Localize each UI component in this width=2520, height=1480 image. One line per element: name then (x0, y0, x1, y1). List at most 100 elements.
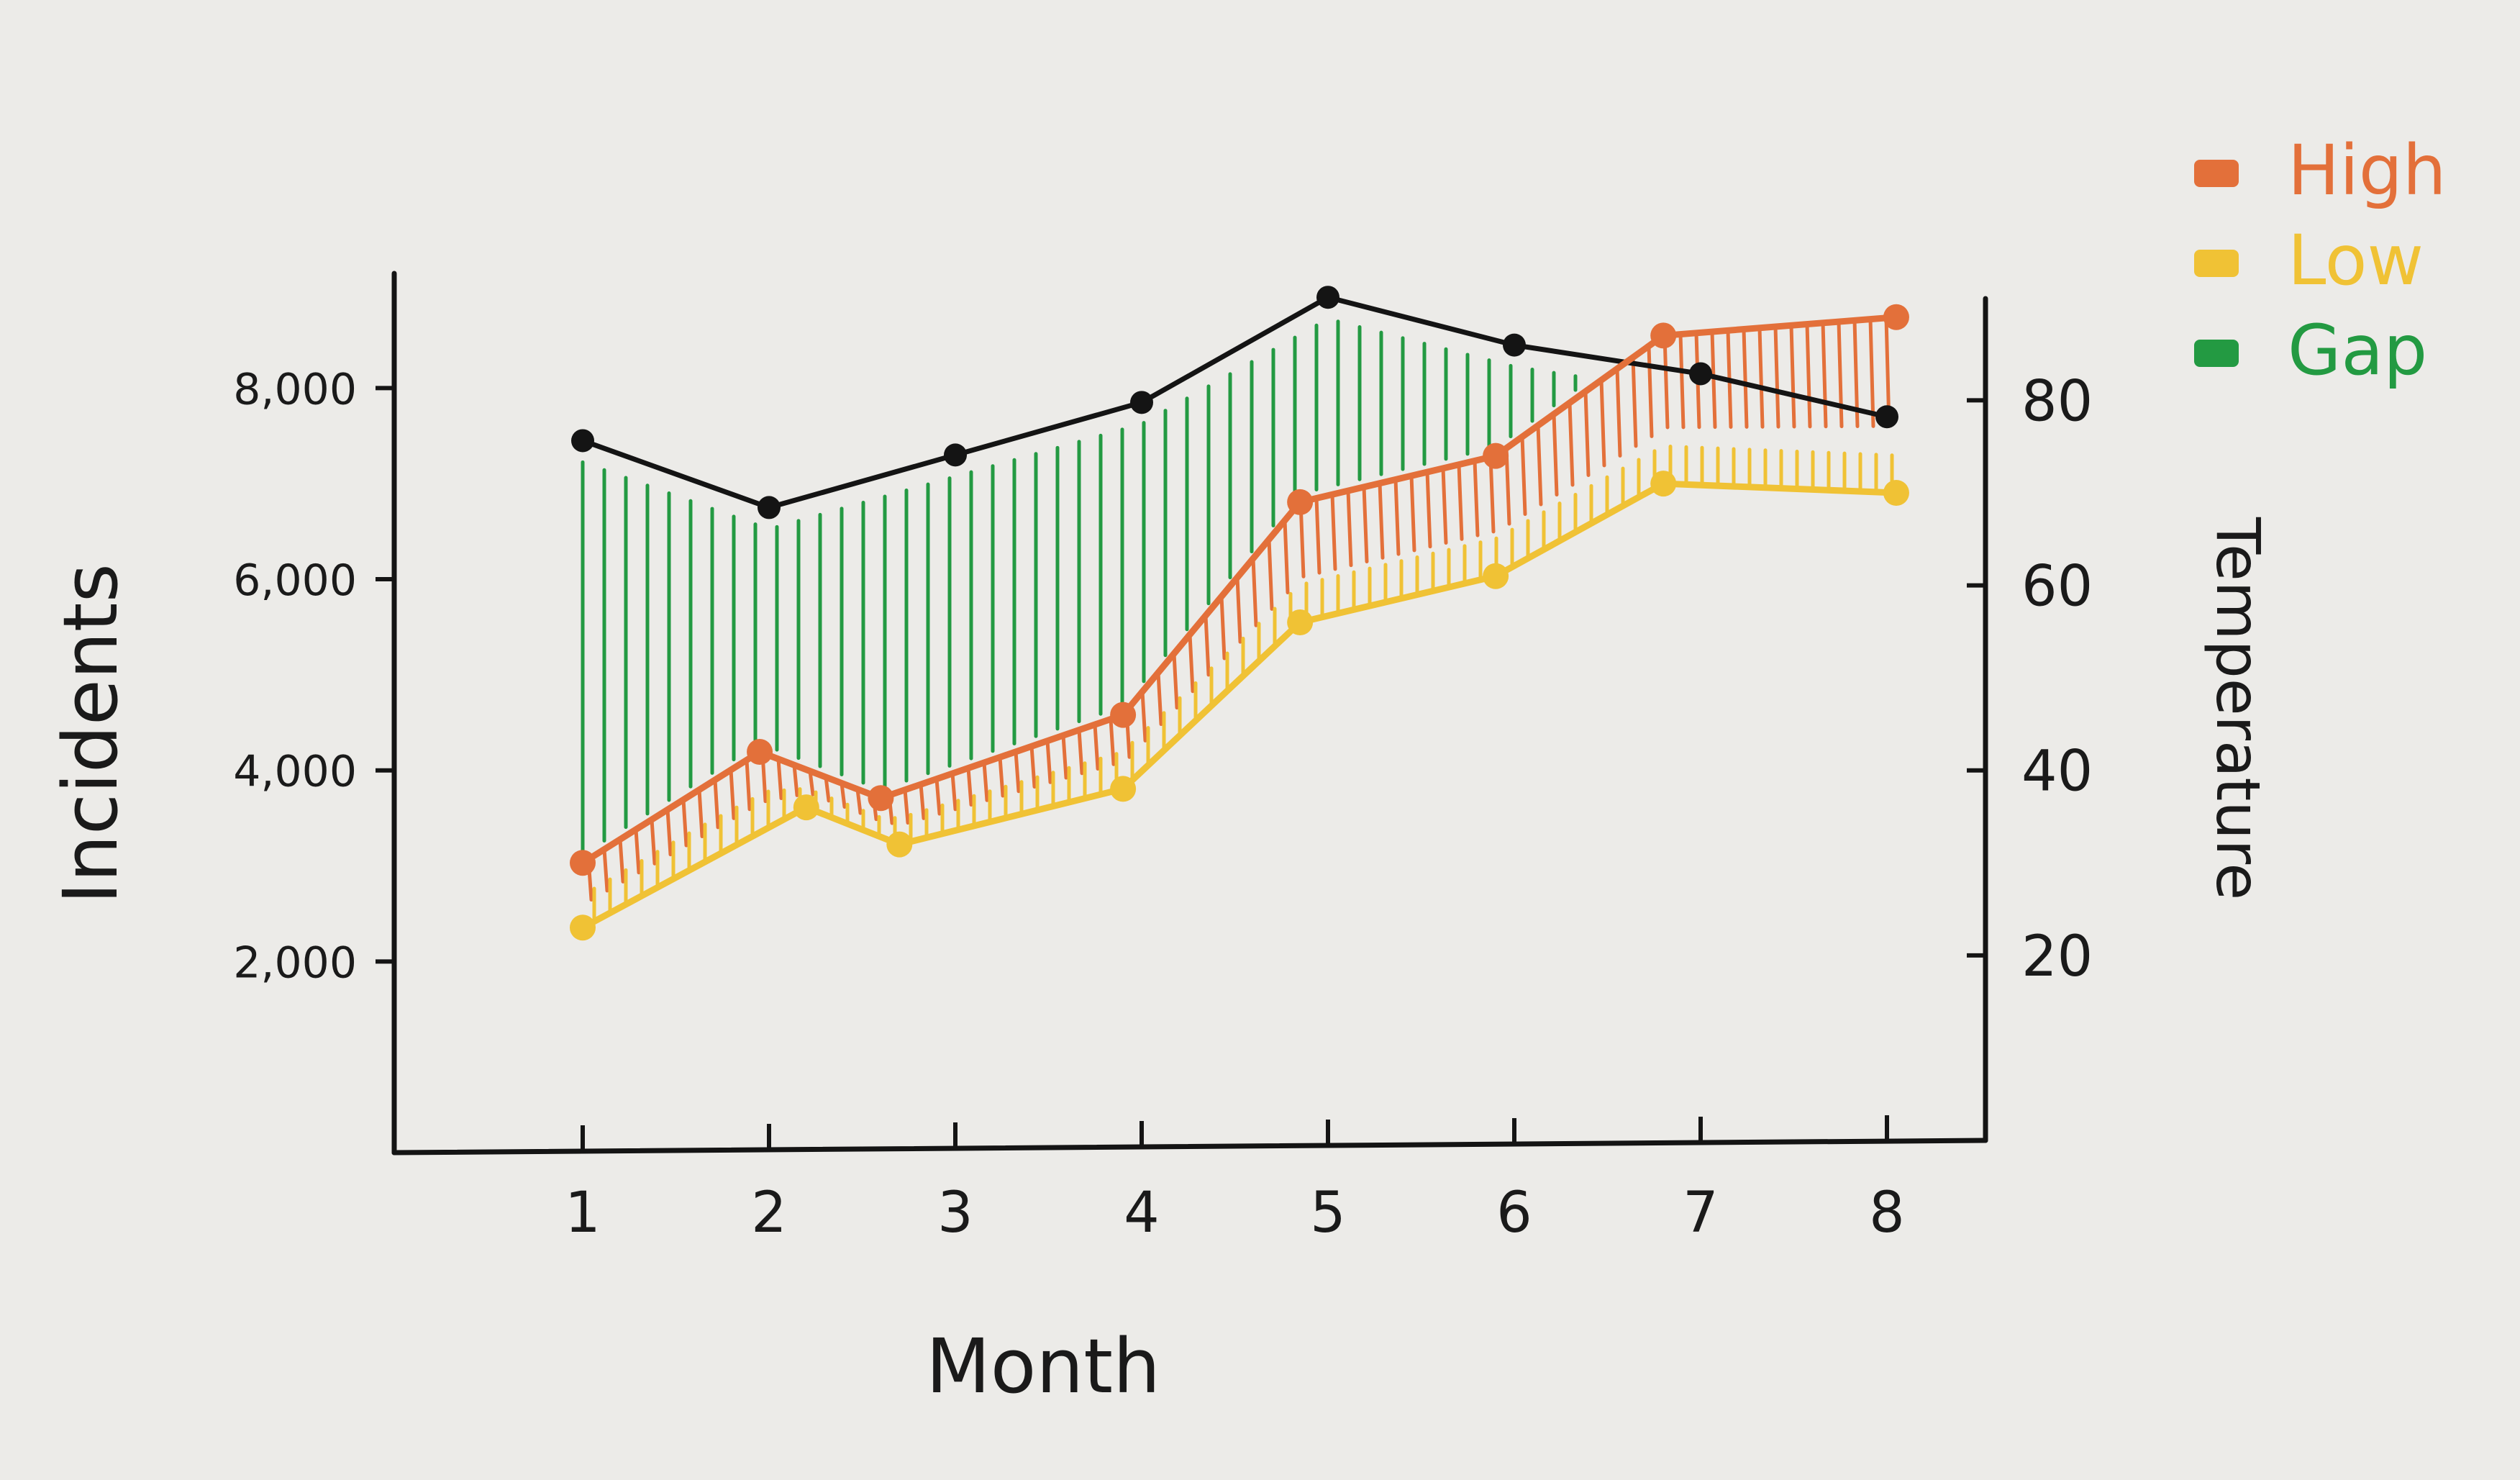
x-tick-label: 6 (1496, 1181, 1532, 1245)
high-hatch-stroke (1488, 455, 1496, 534)
high-hatch-stroke (919, 782, 926, 820)
high-hatch-stroke (1362, 485, 1369, 563)
series-line-low (579, 480, 1900, 931)
y-left-tick-label: 8,000 (233, 364, 357, 414)
x-axis-title: Month (926, 1322, 1160, 1410)
high-hatch-stroke (1710, 330, 1717, 430)
high-hatch-stroke (1330, 492, 1337, 571)
high-hatch-stroke (1536, 423, 1543, 507)
x-tick-label: 5 (1310, 1181, 1346, 1245)
legend-swatch-low (2194, 250, 2239, 277)
y-left-tick-label: 4,000 (233, 747, 357, 797)
data-point-incidents (571, 429, 594, 453)
data-point-low (1110, 776, 1137, 802)
y-axis-left-title: Incidents (47, 563, 135, 904)
legend-swatch-gap (2194, 340, 2239, 367)
high-hatch-stroke (1742, 327, 1749, 429)
high-hatch-stroke (1631, 355, 1638, 448)
high-hatch-stroke (665, 807, 673, 857)
high-hatch-stroke (1061, 733, 1068, 780)
high-hatch-stroke (1014, 750, 1021, 794)
high-hatch-stroke (1473, 458, 1480, 537)
data-point-incidents (1130, 391, 1153, 414)
axis-ticks: 2,000 4,000 6,000 8,000 20 40 60 80 1 2 3 4 5 6 7 8 (233, 364, 2093, 1245)
x-tick-label: 7 (1683, 1181, 1719, 1245)
high-hatch-stroke (934, 777, 942, 816)
high-hatch-stroke (1409, 473, 1416, 553)
data-point-low (1650, 471, 1677, 497)
high-hatch-stroke (618, 837, 625, 884)
data-point-high (868, 785, 894, 812)
high-hatch-stroke (824, 775, 831, 803)
high-hatch-stroke (1552, 412, 1559, 496)
high-hatch-stroke (1219, 594, 1227, 660)
high-hatch-stroke (1140, 689, 1147, 743)
high-hatch-stroke (1188, 632, 1195, 694)
y-right-tick-label: 80 (2021, 369, 2093, 434)
high-hatch-stroke (903, 788, 910, 825)
series-lines (579, 294, 1900, 931)
x-tick-label: 8 (1869, 1181, 1905, 1245)
series-points (570, 286, 1909, 941)
data-point-low (570, 914, 596, 941)
high-hatch-stroke (1789, 323, 1796, 429)
hatch-fills (581, 316, 1894, 924)
high-hatch-stroke (1647, 344, 1654, 438)
high-hatch-stroke (1314, 496, 1322, 575)
high-hatch-stroke (1204, 613, 1211, 677)
high-hatch-stroke (634, 827, 641, 875)
high-hatch-stroke (1045, 739, 1052, 784)
legend-label-high: High (2288, 130, 2447, 211)
high-hatch-stroke (1821, 321, 1828, 429)
high-hatch-stroke (1156, 671, 1163, 726)
high-hatch-stroke (602, 847, 609, 893)
high-hatch-stroke (1346, 489, 1353, 568)
high-hatch-stroke (1077, 728, 1084, 776)
high-hatch-stroke (1425, 470, 1432, 549)
high-hatch-stroke (1029, 744, 1037, 789)
high-hatch-stroke (950, 771, 957, 812)
high-hatch-stroke (776, 757, 783, 801)
data-point-high (747, 739, 773, 765)
high-hatch-stroke (681, 797, 688, 848)
x-tick-label: 2 (751, 1181, 787, 1245)
x-tick-label: 4 (1124, 1181, 1160, 1245)
series-line-incidents (580, 294, 1890, 510)
high-hatch-stroke (1267, 537, 1274, 611)
data-point-incidents (944, 443, 967, 467)
high-hatch-stroke (1615, 366, 1622, 458)
axes (391, 271, 1988, 1156)
high-hatch-stroke (1441, 466, 1448, 545)
high-hatch-stroke (1251, 556, 1258, 627)
high-hatch-stroke (1678, 332, 1686, 430)
data-point-low (793, 794, 819, 821)
y-left-tick-label: 6,000 (233, 555, 357, 606)
high-hatch-stroke (855, 787, 863, 815)
high-hatch-stroke (1568, 401, 1575, 487)
data-point-incidents (1875, 405, 1898, 429)
x-axis (391, 1138, 1988, 1156)
high-hatch-stroke (650, 817, 657, 866)
y-right-tick-label: 60 (2021, 555, 2093, 619)
high-hatch-stroke (840, 781, 847, 809)
high-hatch-stroke (792, 763, 799, 797)
high-hatch-stroke (1109, 717, 1116, 766)
data-point-high (570, 850, 596, 876)
high-hatch-stroke (966, 766, 973, 807)
legend-swatch-high (2194, 160, 2239, 187)
data-point-low (1287, 609, 1314, 635)
high-hatch-stroke (1457, 463, 1464, 541)
high-hatch-stroke (713, 778, 720, 830)
data-point-incidents (758, 496, 781, 519)
legend: High Low Gap (2194, 130, 2447, 391)
high-hatch-stroke (998, 755, 1005, 798)
high-hatch-stroke (1757, 326, 1765, 429)
data-point-low (1883, 480, 1909, 506)
high-hatch-stroke (1583, 389, 1591, 477)
high-hatch-stroke (1393, 477, 1401, 556)
high-hatch-stroke (1837, 319, 1844, 429)
high-hatch-stroke (1378, 481, 1385, 560)
y-right-tick-label: 20 (2021, 925, 2093, 989)
